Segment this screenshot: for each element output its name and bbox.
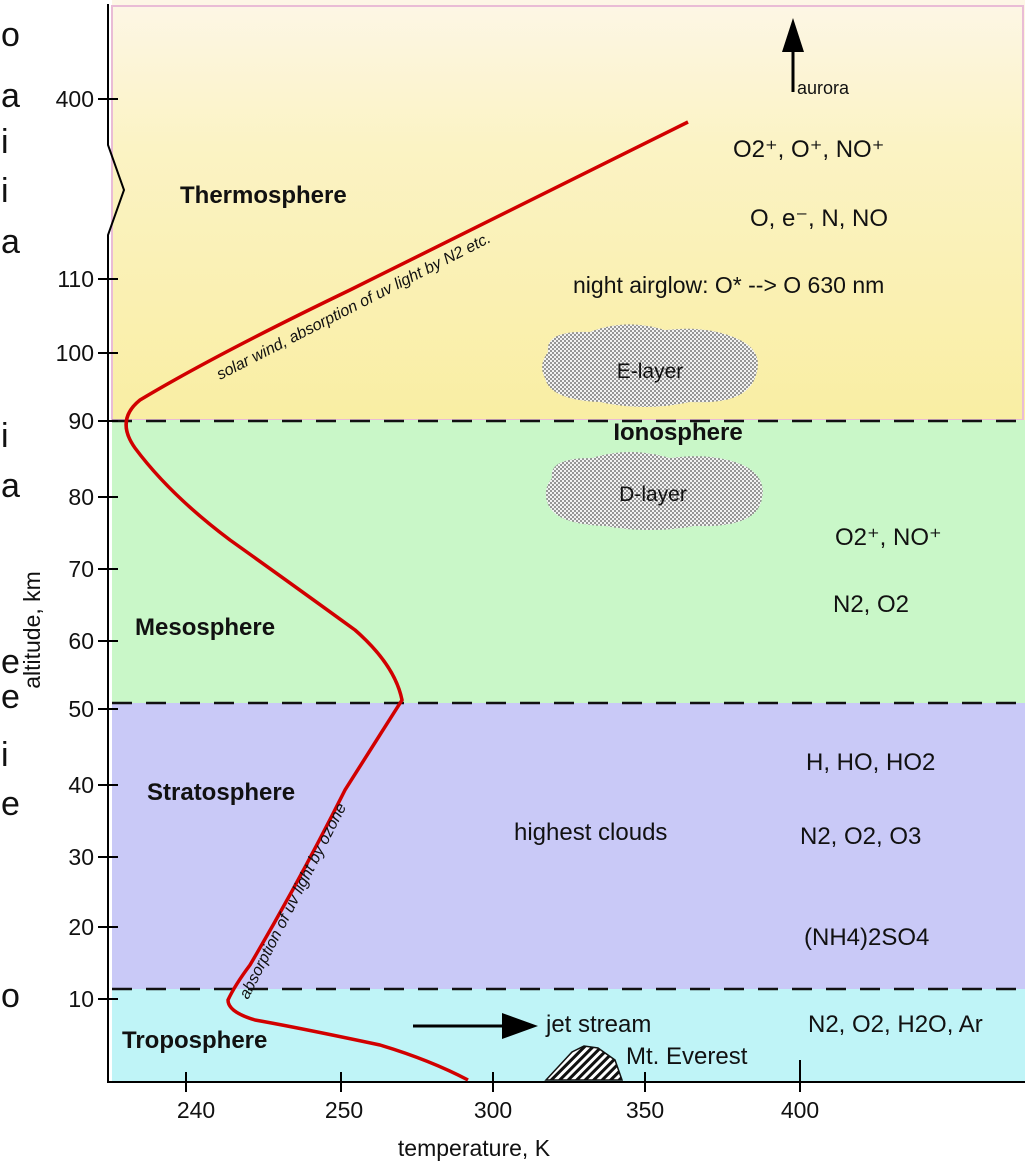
edge-letter: a (1, 467, 20, 505)
edge-letter: i (1, 123, 9, 161)
tropo-gases: N2, O2, H2O, Ar (808, 1011, 983, 1038)
jet-stream-arrow (413, 1013, 538, 1039)
x-tick-label-400: 400 (781, 1097, 819, 1123)
temperature-profile-curve (124, 120, 689, 1082)
mt-everest-icon (544, 1045, 624, 1081)
y-tick-label-100: 100 (56, 340, 94, 366)
stratosphere-label: Stratosphere (147, 779, 295, 806)
y-tick-label-90: 90 (68, 408, 94, 434)
meso-ions: O2⁺, NO⁺ (835, 524, 942, 551)
y-tick-label-110: 110 (57, 266, 94, 292)
strat-aerosol: (NH4)2SO4 (804, 924, 929, 951)
y-axis-label: altitude, km (19, 571, 45, 689)
x-tick-label-240: 240 (177, 1097, 215, 1123)
edge-letter: i (1, 417, 9, 455)
strat-gases: N2, O2, O3 (800, 823, 921, 850)
e-layer-label: E-layer (617, 360, 684, 383)
y-tick-label-20: 20 (68, 914, 94, 940)
x-tick-label-350: 350 (626, 1097, 664, 1123)
edge-letter: e (1, 785, 20, 823)
troposphere-label: Troposphere (122, 1027, 267, 1054)
highest-clouds-label: highest clouds (514, 819, 667, 846)
ionosphere-label: Ionosphere (613, 419, 742, 446)
mt-everest-label: Mt. Everest (626, 1043, 748, 1070)
edge-letter: i (1, 736, 9, 774)
meso-neutrals: N2, O2 (833, 591, 909, 618)
y-tick-label-30: 30 (68, 844, 94, 870)
aurora-arrow (782, 18, 804, 92)
x-tick-label-250: 250 (325, 1097, 363, 1123)
d-layer-label: D-layer (619, 483, 687, 506)
y-tick-label-400: 400 (56, 86, 94, 112)
edge-letters: o a i i a i a e e i e o (1, 16, 20, 1015)
y-tick-label-50: 50 (68, 696, 94, 722)
y-tick-label-80: 80 (68, 484, 94, 510)
aurora-label: aurora (797, 78, 850, 98)
edge-letter: o (1, 977, 20, 1015)
thermo-ions: O2⁺, O⁺, NO⁺ (733, 136, 884, 163)
y-tick-label-10: 10 (68, 986, 94, 1012)
y-tick-label-70: 70 (68, 556, 94, 582)
jet-stream-label: jet stream (545, 1011, 651, 1038)
edge-letter: e (1, 643, 20, 681)
x-ticks (185, 1060, 801, 1092)
y-tick-label-60: 60 (68, 628, 94, 654)
y-ticks (98, 98, 118, 1000)
edge-letter: a (1, 223, 20, 261)
thermo-neutrals: O, e⁻, N, NO (750, 205, 888, 232)
edge-letter: o (1, 16, 20, 54)
e-layer-cloud: E-layer (542, 324, 758, 407)
edge-letter: i (1, 172, 9, 210)
mesosphere-label: Mesosphere (135, 614, 275, 641)
night-airglow: night airglow: O* --> O 630 nm (573, 272, 884, 298)
x-axis-label: temperature, K (398, 1135, 551, 1161)
edge-letter: e (1, 678, 20, 716)
d-layer-cloud: D-layer (545, 452, 763, 530)
thermosphere-label: Thermosphere (180, 182, 347, 209)
edge-letter: a (1, 77, 20, 115)
x-tick-label-300: 300 (474, 1097, 512, 1123)
y-tick-label-40: 40 (68, 772, 94, 798)
strat-radicals: H, HO, HO2 (806, 749, 935, 776)
